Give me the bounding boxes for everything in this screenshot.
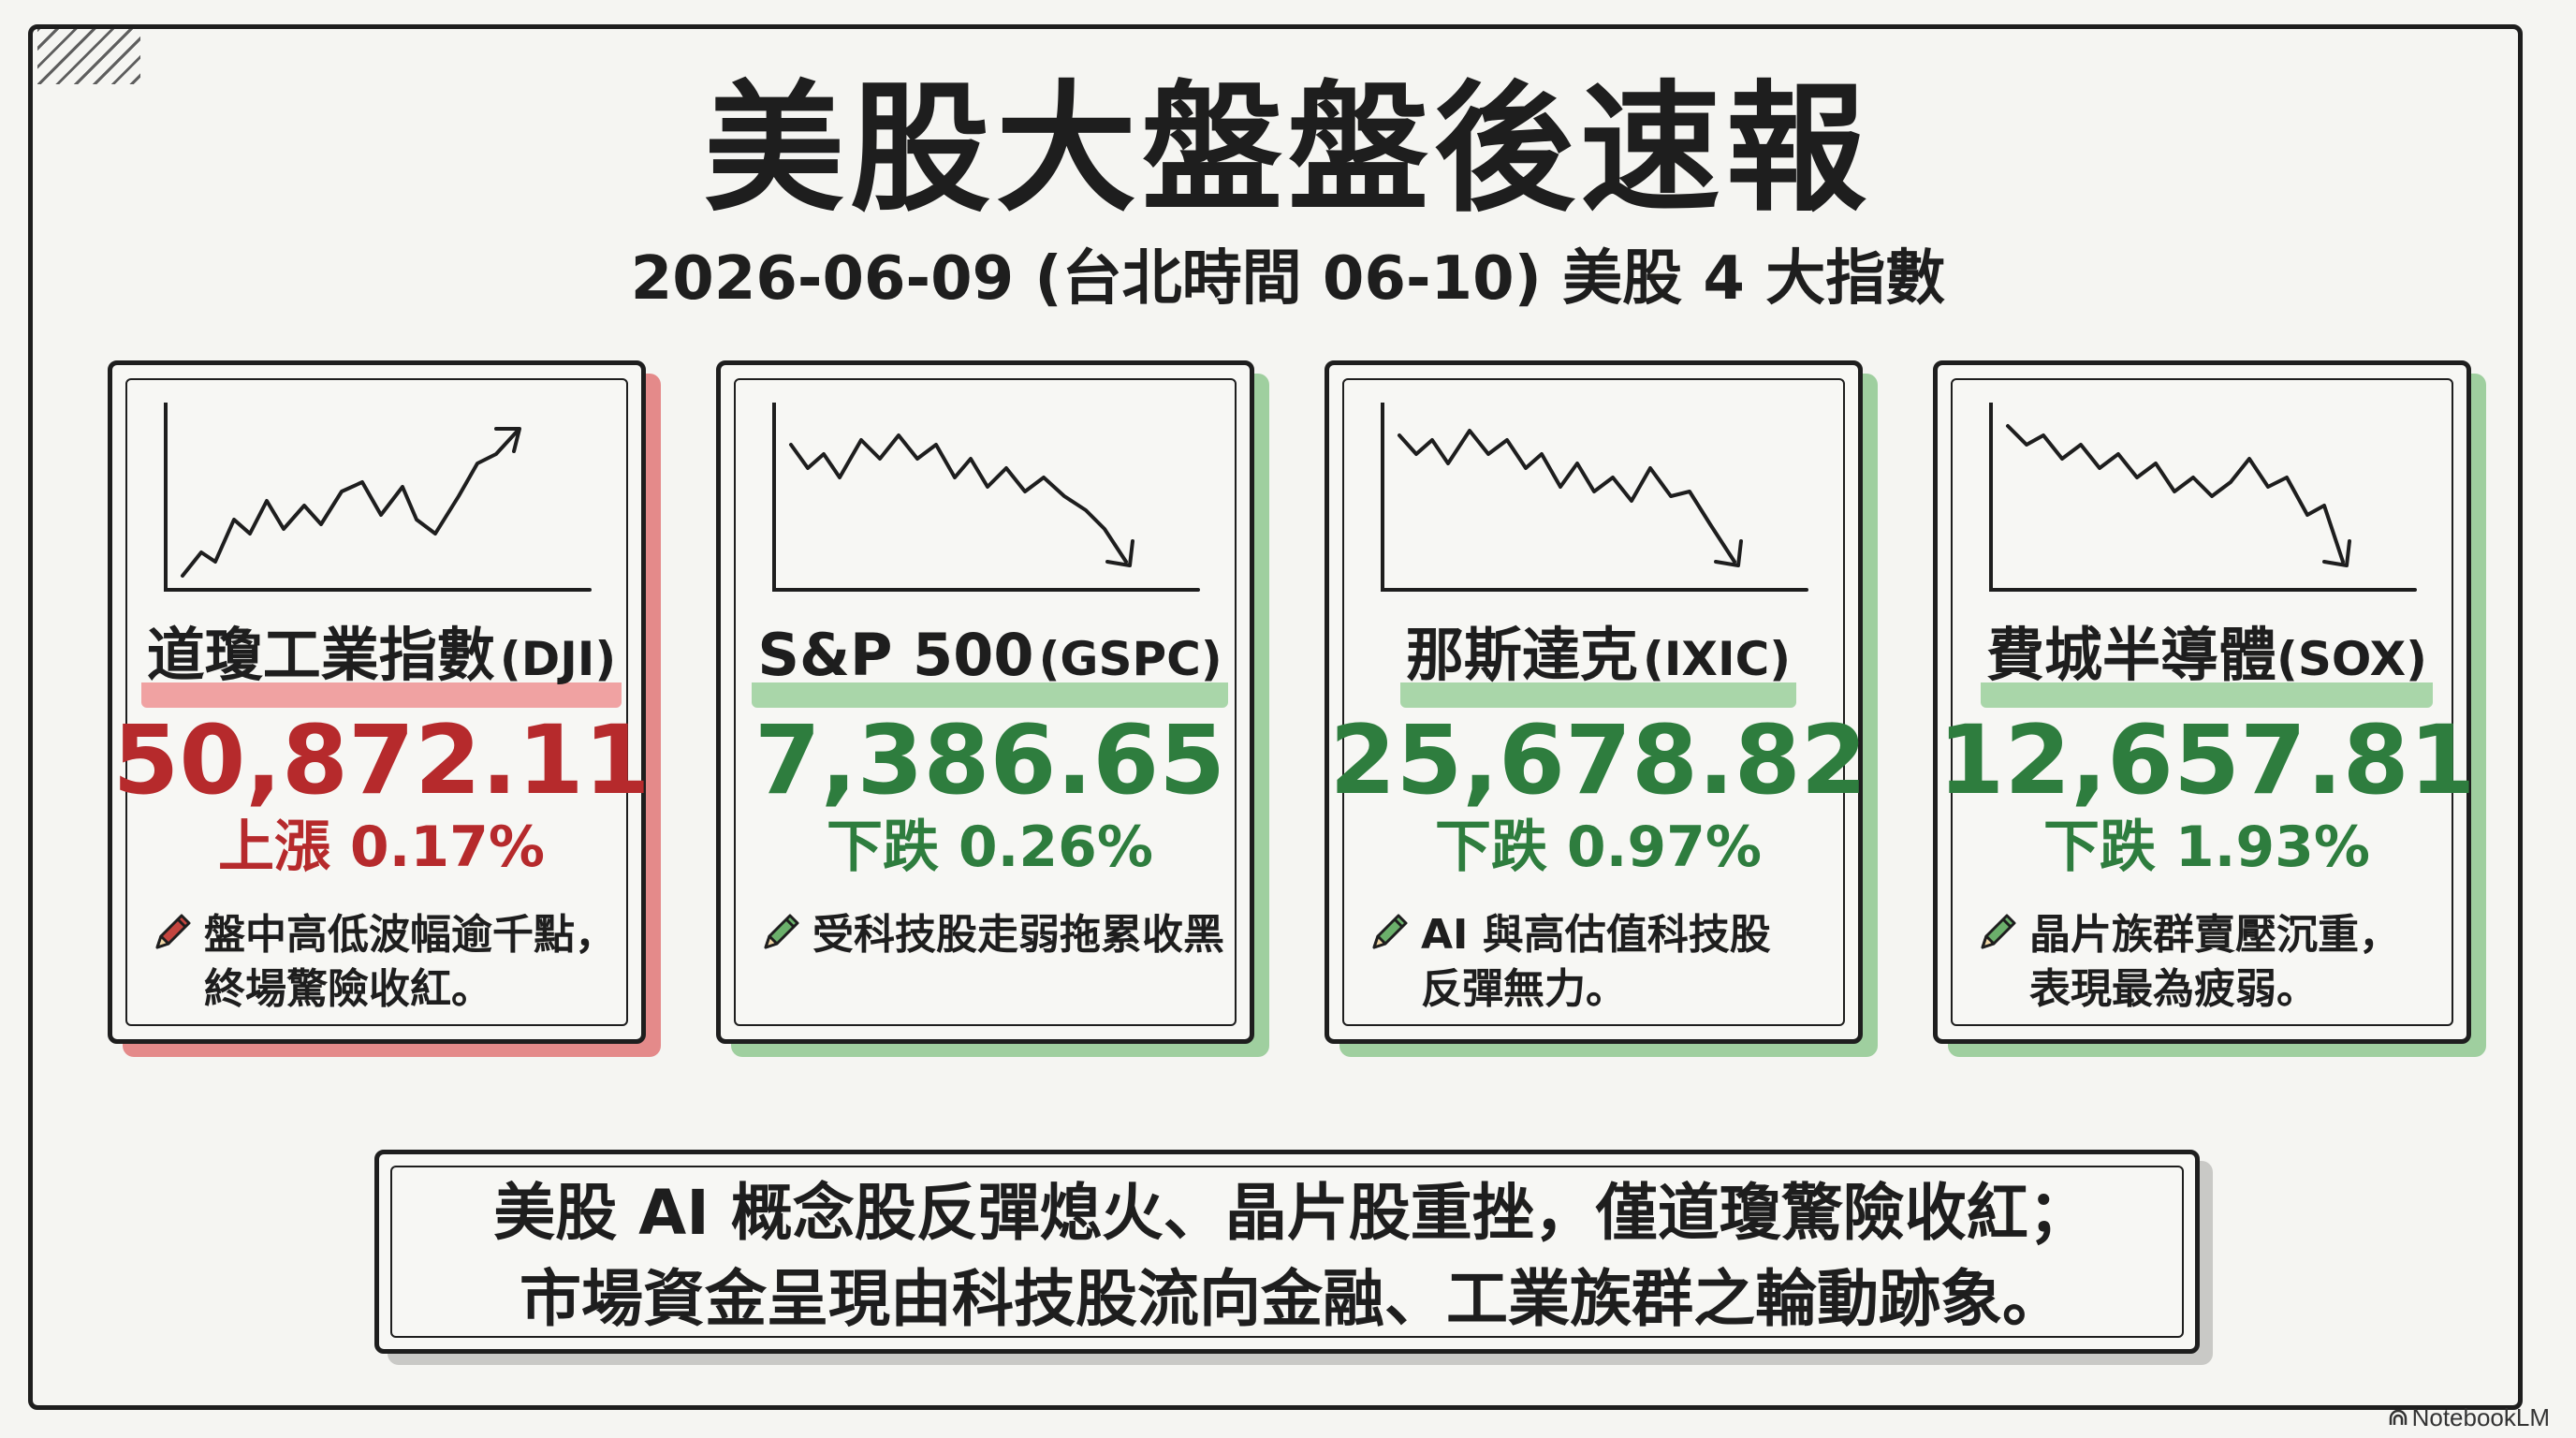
index-note-text: AI 與高估值科技股 反彈無力。 — [1421, 911, 1771, 1013]
outer-frame — [28, 24, 2523, 1410]
index-card-sox: 費城半導體(SOX) 12,657.81 下跌 1.93% 晶片族群賣壓沉重， … — [1933, 360, 2486, 1057]
summary-line-2: 市場資金呈現由科技股流向金融、工業族群之輪動跡象。 — [520, 1263, 2064, 1335]
pencil-icon — [1981, 914, 2016, 949]
trend-down-sparkline-icon — [1989, 403, 2417, 592]
index-note-text: 盤中高低波幅逾千點， 終場驚險收紅。 — [204, 911, 616, 1013]
trend-up-sparkline-icon — [164, 403, 592, 592]
index-code: (IXIC) — [1642, 632, 1792, 686]
summary-box: 美股 AI 概念股反彈熄火、晶片股重挫，僅道瓊驚險收紅； 市場資金呈現由科技股流… — [374, 1150, 2213, 1365]
index-change: 下跌 0.97% — [1434, 814, 1763, 880]
brand-label: NotebookLM — [2411, 1403, 2550, 1431]
summary-body: 美股 AI 概念股反彈熄火、晶片股重挫，僅道瓊驚險收紅； 市場資金呈現由科技股流… — [374, 1150, 2200, 1354]
summary-inner-border — [390, 1166, 2184, 1338]
index-note-text: 晶片族群賣壓沉重， 表現最為疲弱。 — [2029, 911, 2400, 1013]
index-value: 25,678.82 — [1329, 705, 1867, 816]
pencil-icon — [155, 914, 191, 949]
index-note-text: 受科技股走弱拖累收黑 — [812, 911, 1224, 959]
pencil-icon — [1372, 914, 1408, 949]
index-card-ixic: 那斯達克 (IXIC) 25,678.82 下跌 0.97% AI 與高估值科技… — [1325, 360, 1878, 1057]
notebooklm-logo-icon — [2389, 1409, 2407, 1425]
index-name-main: S&P 500 — [757, 621, 1034, 689]
card-body: 費城半導體(SOX) 12,657.81 下跌 1.93% 晶片族群賣壓沉重， … — [1933, 360, 2476, 1044]
card-inner-border — [125, 378, 628, 1026]
index-code: (SOX) — [2276, 632, 2427, 686]
card-body: 道瓊工業指數 (DJI) 50,872.11 上漲 0.17% 盤中高低波幅逾千… — [108, 360, 651, 1044]
index-value: 7,386.65 — [754, 705, 1226, 816]
index-change: 下跌 0.26% — [826, 814, 1154, 880]
index-change: 下跌 1.93% — [2042, 814, 2371, 880]
index-name: 費城半導體(SOX) — [1938, 618, 2476, 708]
card-inner-border — [734, 378, 1237, 1026]
page-title: 美股大盤盤後速報 — [703, 68, 1872, 231]
card-inner-border — [1951, 378, 2453, 1026]
index-name: 那斯達克 (IXIC) — [1329, 618, 1867, 708]
index-name-main: 道瓊工業指數 — [146, 621, 495, 689]
trend-down-sparkline-icon — [1381, 403, 1808, 592]
summary-line-1: 美股 AI 概念股反彈熄火、晶片股重挫，僅道瓊驚險收紅； — [493, 1177, 2090, 1249]
index-name-main: 費城半導體 — [1985, 621, 2276, 689]
trend-down-sparkline-icon — [772, 403, 1200, 592]
index-name-main: 那斯達克 — [1405, 621, 1638, 689]
index-name: 道瓊工業指數 (DJI) — [112, 618, 651, 708]
card-body: S&P 500 (GSPC) 7,386.65 下跌 0.26% 受科技股走弱拖… — [716, 360, 1254, 1044]
index-name: S&P 500 (GSPC) — [721, 618, 1259, 708]
index-change: 上漲 0.17% — [217, 814, 546, 880]
index-value: 50,872.11 — [112, 705, 651, 816]
index-card-gspc: S&P 500 (GSPC) 7,386.65 下跌 0.26% 受科技股走弱拖… — [716, 360, 1269, 1057]
notebooklm-brand: NotebookLM — [2388, 1403, 2550, 1432]
index-code: (GSPC) — [1038, 632, 1222, 686]
card-body: 那斯達克 (IXIC) 25,678.82 下跌 0.97% AI 與高估值科技… — [1325, 360, 1867, 1044]
card-inner-border — [1342, 378, 1845, 1026]
index-code: (DJI) — [499, 632, 617, 686]
page-subtitle: 2026-06-09 (台北時間 06-10) 美股 4 大指數 — [630, 244, 1946, 314]
corner-hatch-decoration — [37, 28, 140, 84]
index-value: 12,657.81 — [1938, 705, 2476, 816]
index-card-dji: 道瓊工業指數 (DJI) 50,872.11 上漲 0.17% 盤中高低波幅逾千… — [108, 360, 661, 1057]
pencil-icon — [764, 914, 799, 949]
